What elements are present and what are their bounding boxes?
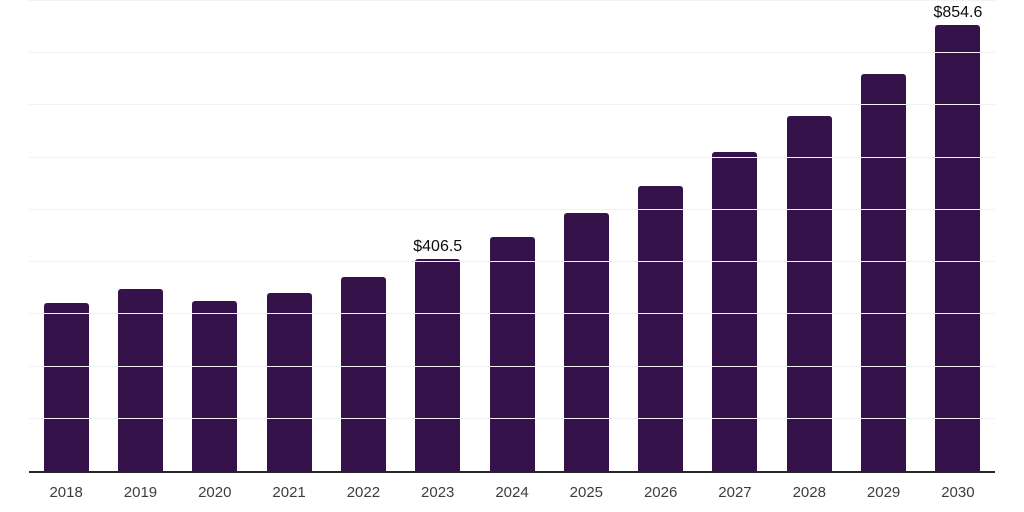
gridline	[29, 104, 995, 106]
bar-2022	[340, 276, 386, 471]
bar-slot	[252, 1, 326, 471]
gridline	[29, 208, 995, 210]
gridline	[29, 365, 995, 367]
x-axis: 2018 2019 2020 2021 2022 2023 2024 2025 2026 2027…	[29, 484, 995, 502]
bar-2027	[712, 151, 758, 471]
bar-slot	[475, 1, 549, 471]
x-tick-label: 2022	[346, 484, 381, 501]
gridline	[29, 417, 995, 419]
x-tick-label: 2028	[792, 484, 826, 501]
bar-slot: $406.5	[401, 1, 475, 471]
gridline	[29, 52, 995, 54]
bar-slot	[326, 1, 400, 471]
bar-slot	[103, 1, 177, 471]
bar-slot	[29, 1, 103, 471]
bar-2025	[563, 212, 609, 471]
bar-value-label: $406.5	[413, 237, 463, 255]
bar-2020	[192, 301, 238, 471]
bar-slot	[178, 1, 252, 471]
bar-slot	[846, 1, 920, 471]
bar-slot	[549, 1, 623, 471]
bar-slot	[772, 1, 846, 471]
bar-slot	[698, 1, 772, 471]
gridline	[29, 0, 995, 1]
bar-2019	[117, 288, 163, 471]
x-tick-label: 2021	[272, 484, 306, 501]
bar-2018	[43, 303, 89, 471]
x-tick-label: 2030	[941, 484, 975, 501]
gridline	[29, 261, 995, 263]
bar-value-label: $854.6	[933, 3, 983, 21]
bar-2030	[935, 24, 981, 471]
x-tick-label: 2027	[718, 484, 752, 501]
bar-slot	[624, 1, 698, 471]
bar-2021	[266, 292, 312, 471]
bar-2024	[489, 237, 535, 471]
x-tick-label: 2018	[49, 484, 83, 501]
bars-row: $406.5 $854.6	[29, 1, 995, 471]
x-tick-label: 2029	[866, 484, 901, 501]
x-tick-label: 2019	[123, 484, 158, 501]
x-tick-label: 2025	[569, 484, 604, 501]
bar-2028	[786, 115, 832, 471]
bar-2029	[861, 73, 907, 471]
x-tick-label: 2026	[643, 484, 678, 501]
x-tick-label: 2024	[495, 484, 529, 501]
bar-2026	[638, 186, 684, 471]
gridline	[29, 313, 995, 315]
x-tick-label: 2020	[198, 484, 232, 501]
bar-2023	[415, 258, 461, 471]
plot-area: $406.5 $854.6	[29, 0, 995, 473]
x-tick-label: 2023	[421, 484, 455, 501]
bar-slot: $854.6	[921, 1, 995, 471]
gridline	[29, 156, 995, 158]
